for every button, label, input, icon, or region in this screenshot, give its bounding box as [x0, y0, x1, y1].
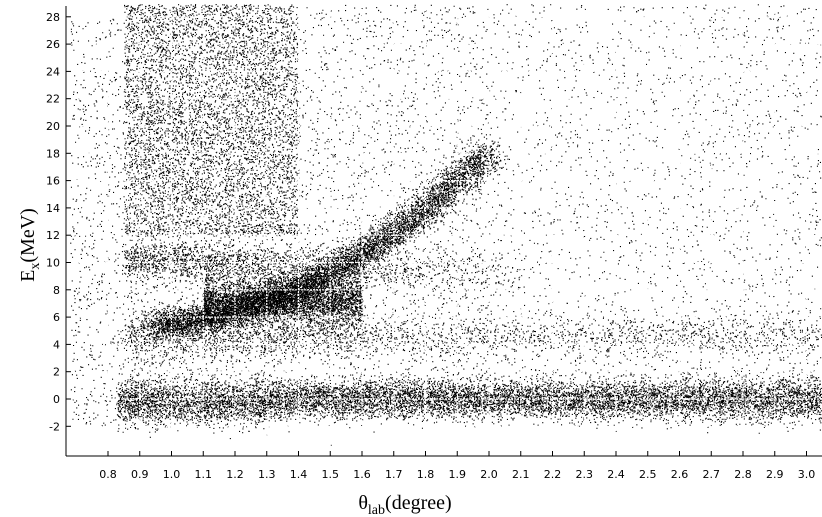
y-tick-label--2: -2: [49, 420, 60, 433]
y-tick-label-12: 12: [46, 229, 60, 242]
x-tick-label-1.3: 1.3: [258, 468, 276, 481]
x-tick-labels: 0.8 0.9 1.0 1.1 1.2 1.3 1.4 1.5 1.6 1.7 1.8 1.9 2.0 2…: [99, 468, 815, 481]
x-tick-label-1.8: 1.8: [417, 468, 435, 481]
x-tick-label-0.9: 0.9: [131, 468, 149, 481]
y-tick-label-0: 0: [53, 393, 60, 406]
x-tick-label-2.2: 2.2: [544, 468, 562, 481]
y-tick-label-18: 18: [46, 147, 60, 160]
y-tick-label-14: 14: [46, 202, 60, 215]
x-tick-label-0.8: 0.8: [99, 468, 117, 481]
y-tick-label-22: 22: [46, 93, 60, 106]
x-tick-label-1.4: 1.4: [290, 468, 308, 481]
y-tick-label-6: 6: [53, 311, 60, 324]
x-tick-label-2.5: 2.5: [639, 468, 657, 481]
y-tick-label-20: 20: [46, 120, 60, 133]
y-tick-label-10: 10: [46, 257, 60, 270]
y-tick-label-16: 16: [46, 175, 60, 188]
y-tick-label-24: 24: [46, 65, 60, 78]
x-tick-label-2.4: 2.4: [607, 468, 625, 481]
x-tick-label-1.9: 1.9: [449, 468, 467, 481]
x-tick-label-1.7: 1.7: [385, 468, 403, 481]
x-tick-label-2.6: 2.6: [671, 468, 689, 481]
y-tick-label-26: 26: [46, 38, 60, 51]
y-tick-label-28: 28: [46, 11, 60, 24]
x-tick-label-2.1: 2.1: [512, 468, 530, 481]
x-tick-label-1.6: 1.6: [353, 468, 371, 481]
y-tick-label-2: 2: [53, 366, 60, 379]
x-tick-label-2.0: 2.0: [480, 468, 498, 481]
y-tick-label-8: 8: [53, 284, 60, 297]
x-tick-label-2.9: 2.9: [766, 468, 784, 481]
x-tick-label-2.8: 2.8: [734, 468, 752, 481]
x-tick-label-3.0: 3.0: [798, 468, 816, 481]
x-tick-label-1.5: 1.5: [322, 468, 340, 481]
x-tick-label-2.7: 2.7: [703, 468, 721, 481]
x-tick-label-1.0: 1.0: [163, 468, 181, 481]
x-tick-label-2.3: 2.3: [576, 468, 594, 481]
x-tick-label-1.2: 1.2: [226, 468, 244, 481]
y-tick-label-4: 4: [53, 338, 60, 351]
x-tick-label-1.1: 1.1: [195, 468, 213, 481]
